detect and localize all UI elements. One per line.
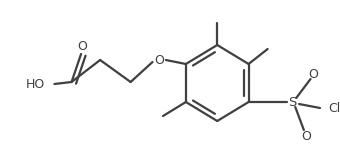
- Text: O: O: [154, 53, 164, 66]
- Text: Cl: Cl: [329, 102, 340, 116]
- Text: O: O: [77, 39, 87, 52]
- Text: HO: HO: [26, 78, 45, 90]
- Text: S: S: [288, 96, 296, 109]
- Text: O: O: [308, 67, 318, 81]
- Text: O: O: [301, 130, 311, 143]
